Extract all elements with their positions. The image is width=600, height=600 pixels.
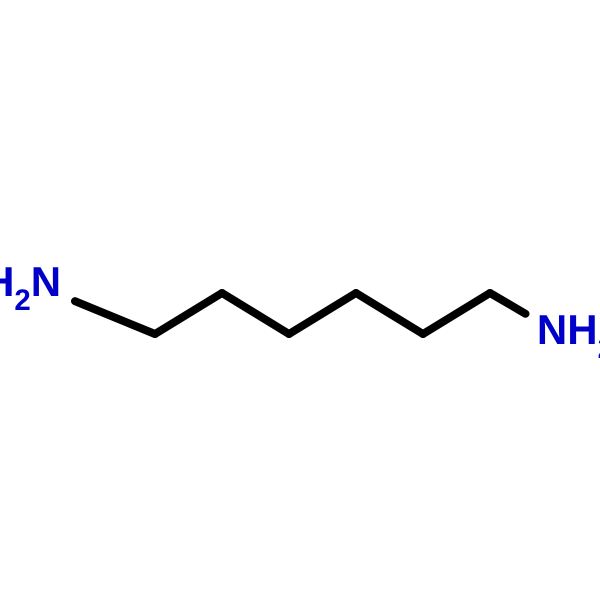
bond xyxy=(289,293,356,334)
bond xyxy=(75,301,155,334)
bond xyxy=(423,293,490,334)
bond xyxy=(490,293,525,314)
bond xyxy=(222,293,289,334)
bond xyxy=(155,293,222,334)
bond xyxy=(356,293,423,334)
atom-label-N1: H2N xyxy=(0,258,61,313)
molecule-canvas xyxy=(0,0,600,600)
atom-label-N2: NH2 xyxy=(537,306,600,361)
